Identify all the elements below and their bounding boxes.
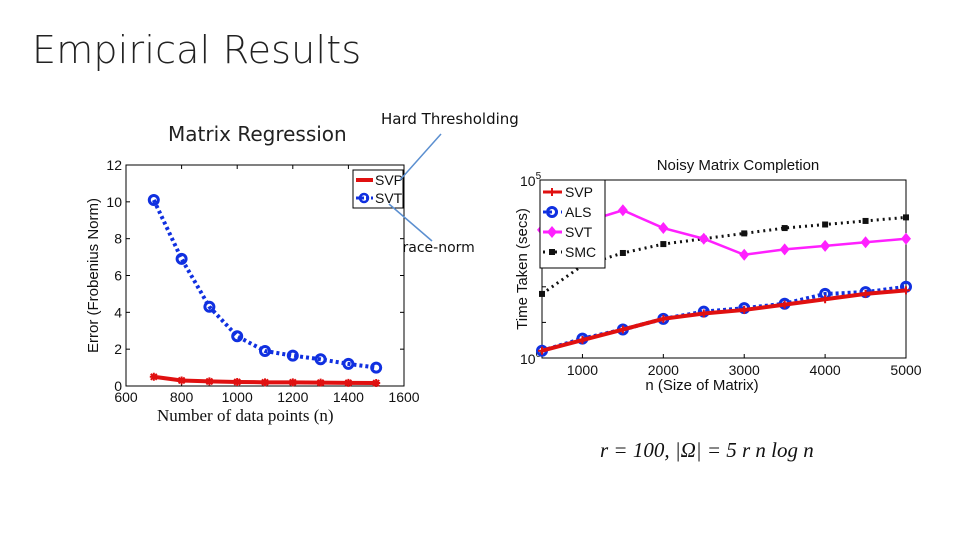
left-x-tick-label: 800 (170, 389, 194, 405)
left-point-svt (175, 252, 188, 265)
left-point-svt (231, 330, 244, 343)
right-point-smc (781, 225, 788, 232)
left-legend-label-svt: SVT (375, 190, 403, 206)
right-point-smc (822, 221, 829, 228)
left-point-svp (177, 376, 186, 385)
right-point-svt (739, 248, 750, 261)
left-x-tick-label: 600 (114, 389, 138, 405)
left-y-tick-label: 12 (106, 157, 122, 173)
left-point-svt (342, 357, 355, 370)
right-point-smc (619, 249, 626, 256)
left-y-tick-label: 2 (114, 341, 122, 357)
hard-thresholding-callout-line (399, 133, 442, 181)
right-point-svt (658, 222, 669, 235)
right-x-tick-label: 2000 (648, 362, 679, 378)
left-point-svp (233, 377, 242, 386)
left-point-svt (259, 345, 271, 358)
right-point-svt (860, 236, 871, 249)
left-x-tick-label: 1600 (388, 389, 419, 405)
left-legend-label-svp: SVP (375, 172, 403, 188)
right-legend-label-svp: SVP (565, 184, 593, 200)
right-x-axis-label: n (Size of Matrix) (645, 377, 758, 394)
right-x-tick-label: 5000 (890, 362, 921, 378)
right-x-tick-label: 1000 (567, 362, 598, 378)
right-point-svp (699, 309, 708, 318)
right-point-svp (821, 295, 830, 304)
left-y-tick-label: 4 (114, 304, 122, 320)
left-point-svp (316, 378, 325, 387)
left-point-svp (261, 378, 269, 387)
formula: r = 100, |Ω| = 5 r n log n (600, 438, 814, 462)
right-point-smc (549, 249, 555, 255)
right-y-axis-label: Time Taken (secs) (514, 208, 531, 330)
left-legend-marker-svt (358, 192, 370, 204)
right-legend-label-svt: SVT (565, 224, 593, 240)
right-point-svp (618, 325, 627, 334)
right-point-svp (659, 314, 668, 323)
left-y-tick-label: 6 (114, 268, 122, 284)
right-point-svp (740, 305, 749, 314)
right-point-smc (741, 230, 748, 237)
left-point-svp (205, 377, 214, 386)
left-y-axis-label: Error (Frobenius Norm) (85, 198, 102, 353)
matrix-regression-heading: Matrix Regression (168, 122, 347, 146)
right-x-tick-label: 4000 (810, 362, 841, 378)
right-point-svt (820, 239, 831, 252)
left-x-tick-label: 1200 (277, 389, 308, 405)
trace-norm-callout-line (388, 203, 433, 242)
left-point-svt (203, 300, 216, 313)
right-point-als (546, 206, 558, 218)
right-series-line-svp (541, 288, 907, 353)
right-point-svp (861, 289, 870, 298)
right-point-svp (538, 346, 546, 355)
right-legend-label-als: ALS (565, 204, 591, 220)
left-series-line-svt (151, 199, 377, 370)
right-point-svt (901, 232, 911, 245)
left-point-svp (344, 378, 353, 387)
left-y-tick-label: 10 (106, 194, 122, 210)
left-point-svp (288, 378, 297, 387)
right-point-svt (698, 232, 709, 245)
left-y-tick-label: 0 (114, 378, 122, 394)
right-point-svt (547, 226, 557, 238)
right-point-svp (578, 336, 587, 345)
left-point-svt (314, 353, 327, 366)
right-point-svp (780, 300, 789, 309)
right-point-smc (862, 217, 869, 224)
right-point-svp (902, 286, 910, 295)
left-chart-x-caption: Number of data points (n) (157, 406, 334, 425)
left-x-tick-label: 1400 (333, 389, 364, 405)
right-point-svt (779, 243, 790, 256)
trace-norm-callout: Trace-norm (396, 240, 475, 256)
right-point-svt (617, 204, 628, 217)
right-chart-title: Noisy Matrix Completion (657, 157, 820, 174)
right-point-svp (548, 188, 556, 196)
left-point-svt (147, 193, 160, 206)
left-y-tick-label: 8 (114, 231, 122, 247)
slide-title: Empirical Results (32, 28, 362, 72)
left-point-svp (149, 372, 158, 381)
hard-thresholding-callout: Hard Thresholding (381, 110, 519, 128)
right-legend-label-smc: SMC (565, 244, 596, 260)
left-point-svt (286, 349, 299, 362)
left-point-svp (372, 379, 381, 388)
right-point-smc (660, 241, 667, 248)
right-y-tick-label: 105 (520, 171, 542, 189)
right-x-tick-label: 3000 (729, 362, 760, 378)
right-point-smc (903, 214, 909, 221)
right-point-smc (539, 290, 545, 297)
left-point-svt (370, 361, 383, 374)
left-x-tick-label: 1000 (222, 389, 253, 405)
